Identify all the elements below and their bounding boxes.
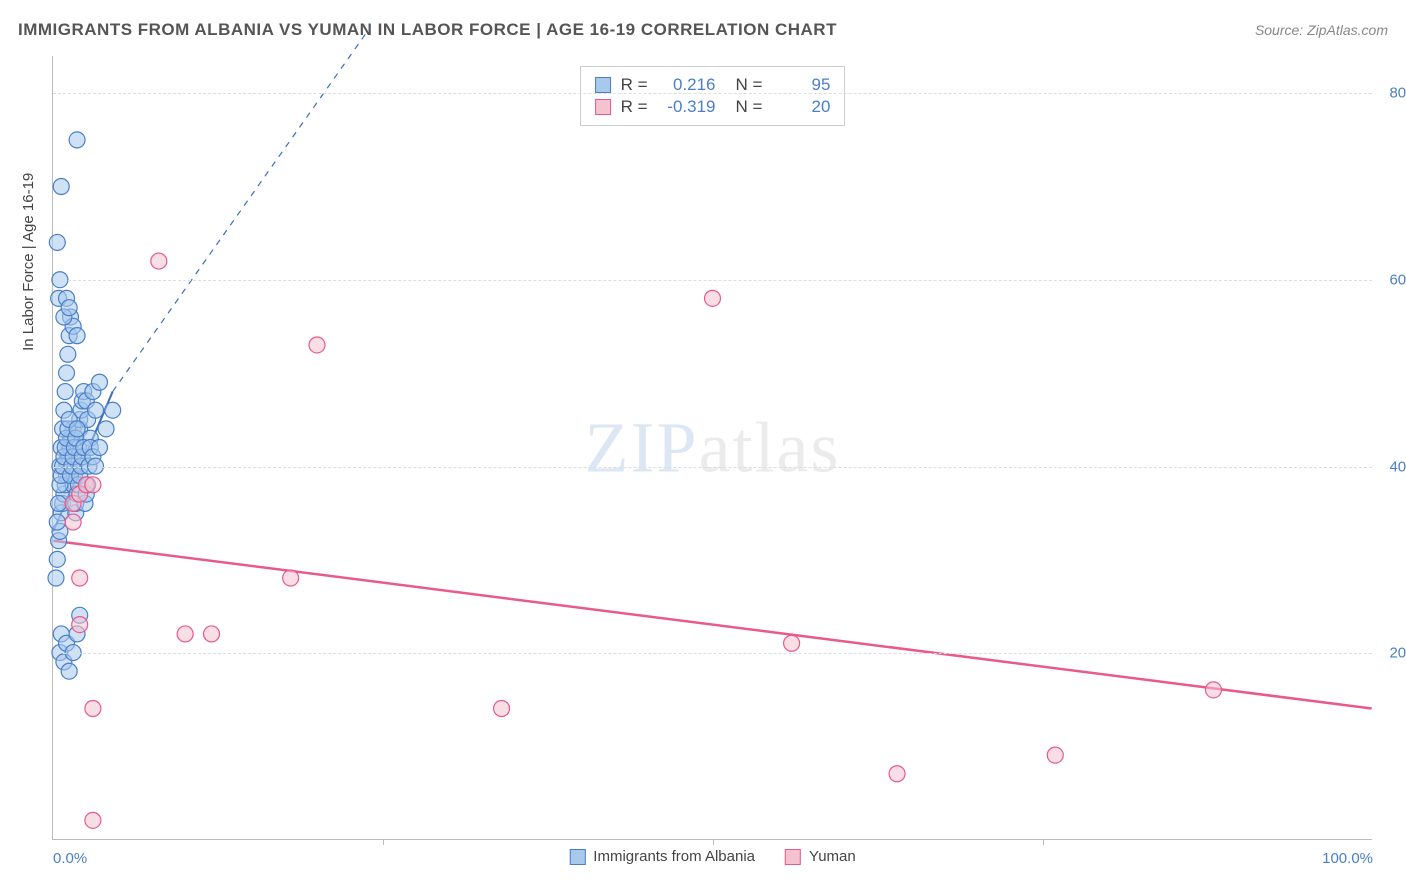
y-tick-label: 40.0% [1377, 458, 1406, 475]
y-axis-label: In Labor Force | Age 16-19 [20, 173, 37, 351]
data-point [57, 384, 73, 400]
data-point [85, 812, 101, 828]
data-point [49, 551, 65, 567]
legend-r-value: -0.319 [658, 97, 716, 117]
legend-swatch [595, 77, 611, 93]
x-tick-label: 0.0% [53, 850, 87, 867]
legend-row: R = -0.319 N = 20 [595, 97, 831, 117]
gridline [53, 467, 1372, 468]
x-tick-label: 100.0% [1322, 850, 1373, 867]
data-point [60, 346, 76, 362]
series-legend-item: Immigrants from Albania [569, 848, 755, 865]
data-point [69, 132, 85, 148]
x-tick-mark [383, 839, 384, 845]
series-legend-label: Immigrants from Albania [593, 848, 755, 865]
data-point [51, 495, 67, 511]
legend-n-value: 20 [772, 97, 830, 117]
data-point [98, 421, 114, 437]
series-legend-item: Yuman [785, 848, 856, 865]
data-point [59, 365, 75, 381]
series-legend-label: Yuman [809, 848, 856, 865]
data-point [65, 514, 81, 530]
data-point [88, 402, 104, 418]
x-tick-mark [713, 839, 714, 845]
gridline [53, 93, 1372, 94]
data-point [283, 570, 299, 586]
legend-r-label: R = [621, 97, 648, 117]
data-point [85, 477, 101, 493]
data-point [49, 514, 65, 530]
data-point [177, 626, 193, 642]
legend-r-label: R = [621, 75, 648, 95]
data-point [784, 635, 800, 651]
data-point [49, 234, 65, 250]
legend-n-label: N = [736, 75, 763, 95]
data-point [204, 626, 220, 642]
chart-title: IMMIGRANTS FROM ALBANIA VS YUMAN IN LABO… [18, 20, 837, 40]
legend-swatch [785, 849, 801, 865]
data-point [85, 701, 101, 717]
correlation-legend: R = 0.216 N = 95 R = -0.319 N = 20 [580, 66, 846, 126]
legend-swatch [595, 99, 611, 115]
data-point [72, 617, 88, 633]
data-point [53, 179, 69, 195]
data-point [494, 701, 510, 717]
data-point [69, 421, 85, 437]
data-point [48, 570, 64, 586]
y-tick-label: 80.0% [1377, 85, 1406, 102]
data-point [69, 328, 85, 344]
scatter-plot: ZIPatlas R =0.216N =95R =-0.319N =20 Imm… [52, 56, 1372, 840]
data-point [1047, 747, 1063, 763]
y-tick-label: 60.0% [1377, 272, 1406, 289]
legend-r-value: 0.216 [658, 75, 716, 95]
legend-row: R = 0.216 N = 95 [595, 75, 831, 95]
series-legend: Immigrants from Albania Yuman [569, 848, 855, 865]
data-point [61, 663, 77, 679]
data-point [105, 402, 121, 418]
data-point [889, 766, 905, 782]
data-point [309, 337, 325, 353]
data-point [1205, 682, 1221, 698]
x-tick-mark [1043, 839, 1044, 845]
gridline [53, 653, 1372, 654]
y-tick-label: 20.0% [1377, 645, 1406, 662]
data-point [91, 440, 107, 456]
gridline [53, 280, 1372, 281]
data-point [72, 570, 88, 586]
data-point [61, 300, 77, 316]
data-point [91, 374, 107, 390]
data-point [151, 253, 167, 269]
data-point [705, 290, 721, 306]
legend-swatch [569, 849, 585, 865]
legend-n-value: 95 [772, 75, 830, 95]
scatter-points-layer [53, 56, 1372, 839]
source-attribution: Source: ZipAtlas.com [1255, 22, 1388, 38]
legend-n-label: N = [736, 97, 763, 117]
